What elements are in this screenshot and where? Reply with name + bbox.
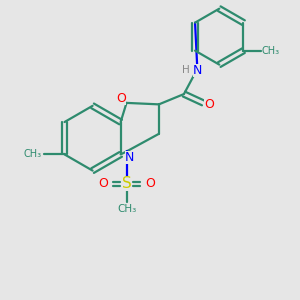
- Text: N: N: [193, 64, 202, 77]
- Text: O: O: [98, 177, 108, 190]
- Text: S: S: [122, 176, 131, 191]
- Text: CH₃: CH₃: [24, 149, 42, 159]
- Text: H: H: [182, 65, 190, 76]
- Text: O: O: [204, 98, 214, 111]
- Text: N: N: [125, 151, 134, 164]
- Text: O: O: [145, 177, 155, 190]
- Text: O: O: [116, 92, 126, 105]
- Text: CH₃: CH₃: [117, 204, 136, 214]
- Text: CH₃: CH₃: [262, 46, 280, 56]
